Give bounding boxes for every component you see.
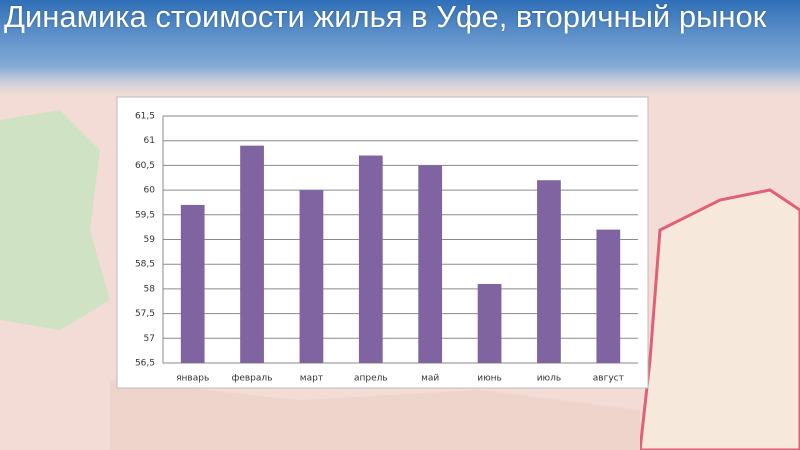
y-tick-label: 57,5 bbox=[135, 309, 155, 319]
x-tick-label: июль bbox=[537, 374, 561, 384]
bar bbox=[477, 283, 502, 363]
y-tick-label: 60 bbox=[144, 186, 156, 196]
x-tick-label: август bbox=[593, 374, 624, 384]
y-tick-label: 59,5 bbox=[135, 210, 155, 220]
bar bbox=[240, 145, 264, 363]
title-band bbox=[0, 0, 800, 95]
plot: 56,5 57 57,5 58 58,5 59 59,5 60 60,5 61 61,5 январь… bbox=[135, 112, 638, 384]
map-region bbox=[110, 380, 640, 450]
x-tick-label: апрель bbox=[354, 374, 388, 384]
bar bbox=[358, 155, 383, 363]
x-tick-label: март bbox=[300, 374, 323, 384]
y-tick-label: 59 bbox=[144, 235, 156, 245]
y-tick-label: 61,5 bbox=[135, 112, 155, 122]
bar bbox=[418, 165, 443, 363]
x-tick-label: февраль bbox=[232, 374, 273, 384]
slide-title: Динамика стоимости жилья в Уфе, вторичны… bbox=[4, 0, 767, 34]
y-tick-label: 58 bbox=[144, 284, 156, 294]
y-tick-label: 56,5 bbox=[135, 359, 155, 369]
bar bbox=[537, 180, 561, 363]
y-tick-label: 61 bbox=[144, 136, 155, 146]
x-tick-label: январь bbox=[176, 374, 209, 384]
bar bbox=[299, 190, 324, 363]
bar bbox=[596, 229, 621, 363]
x-tick-label: май bbox=[421, 374, 439, 384]
map-region bbox=[638, 188, 800, 450]
y-tick-label: 60,5 bbox=[135, 161, 155, 171]
y-tick-label: 57 bbox=[144, 334, 155, 344]
map-region bbox=[0, 110, 110, 330]
x-tick-label: июнь bbox=[477, 374, 502, 384]
y-tick-label: 58,5 bbox=[135, 260, 155, 270]
bar bbox=[180, 204, 205, 363]
